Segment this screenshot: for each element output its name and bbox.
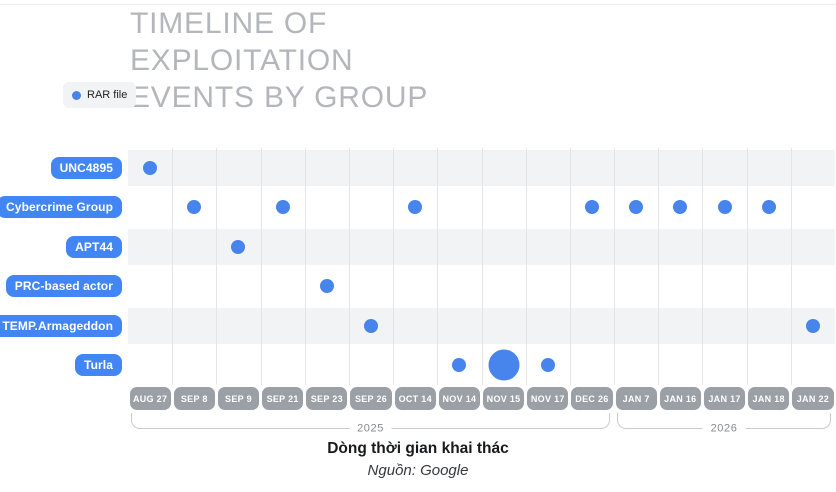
grid-column-line bbox=[304, 148, 306, 385]
group-label-row: APT44 bbox=[0, 227, 122, 267]
event-dot bbox=[231, 239, 246, 254]
event-dot bbox=[452, 358, 467, 373]
date-label-pill: JAN 18 bbox=[748, 387, 790, 410]
grid-column-line bbox=[172, 148, 174, 385]
group-label-pill: TEMP.Armageddon bbox=[0, 314, 122, 337]
year-label: 2025 bbox=[349, 422, 392, 435]
grid-column-line bbox=[658, 148, 660, 385]
grid-column-line bbox=[746, 148, 748, 385]
date-label-pill: NOV 14 bbox=[438, 387, 480, 410]
event-dot bbox=[408, 200, 423, 215]
event-dot bbox=[319, 279, 334, 294]
event-dot bbox=[805, 318, 820, 333]
event-dot bbox=[275, 200, 290, 215]
chart-source: Nguồn: Google bbox=[367, 462, 469, 479]
date-label-pill: SEP 9 bbox=[217, 387, 260, 410]
event-dot bbox=[761, 200, 776, 215]
event-dot bbox=[540, 358, 555, 373]
date-label-pill: JAN 7 bbox=[615, 387, 657, 410]
legend-rar-file: RAR file bbox=[63, 82, 137, 108]
group-label-pill: UNC4895 bbox=[50, 156, 122, 179]
grid-column-line bbox=[790, 148, 792, 385]
grid-column-line bbox=[260, 148, 262, 385]
chart-title-line: EXPLOITATION bbox=[130, 44, 354, 77]
grid-column-line bbox=[702, 148, 704, 385]
group-label-row: Turla bbox=[0, 346, 122, 386]
year-label: 2026 bbox=[702, 422, 746, 435]
date-label-pill: DEC 26 bbox=[571, 387, 613, 410]
date-label-pill: JAN 16 bbox=[659, 387, 701, 410]
date-label-pill: JAN 17 bbox=[703, 387, 746, 410]
grid-column-line bbox=[348, 148, 350, 385]
event-dot bbox=[673, 200, 688, 215]
grid-column-line bbox=[569, 148, 571, 385]
top-divider bbox=[0, 4, 836, 5]
date-label-pill: OCT 14 bbox=[394, 387, 436, 410]
grid-column-line bbox=[481, 148, 483, 385]
event-dot bbox=[488, 349, 520, 381]
grid-column-line bbox=[525, 148, 527, 385]
chart-title-line: TIMELINE OF bbox=[130, 7, 328, 40]
group-label-row: UNC4895 bbox=[0, 148, 122, 188]
group-label-pill: PRC-based actor bbox=[5, 275, 122, 298]
chart-caption: Dòng thời gian khai thác bbox=[327, 440, 509, 457]
legend-dot-icon bbox=[72, 90, 81, 100]
event-dot bbox=[584, 200, 599, 215]
date-label-pill: JAN 22 bbox=[792, 387, 834, 410]
group-label-row: Cybercrime Group bbox=[0, 188, 122, 228]
group-label-pill: Cybercrime Group bbox=[0, 196, 122, 219]
chart-title: TIMELINE OF EXPLOITATION EVENTS BY GROUP bbox=[130, 5, 428, 116]
date-label-pill: NOV 17 bbox=[527, 387, 569, 410]
date-label-pill: AUG 27 bbox=[129, 387, 171, 410]
date-label-pill: SEP 21 bbox=[262, 387, 304, 410]
date-label-pill: NOV 15 bbox=[483, 387, 525, 410]
event-dot bbox=[143, 160, 158, 175]
date-label-pill: SEP 8 bbox=[173, 387, 215, 410]
group-label-pill: Turla bbox=[75, 354, 122, 377]
grid-column-line bbox=[216, 148, 218, 385]
year-bracket: 2026 bbox=[617, 413, 831, 435]
year-bracket: 2025 bbox=[131, 413, 611, 435]
group-labels: UNC4895 Cybercrime Group APT44 PRC-based ac… bbox=[0, 148, 122, 385]
event-dot bbox=[364, 318, 379, 333]
grid-column-line bbox=[437, 148, 439, 385]
legend-label: RAR file bbox=[87, 89, 128, 101]
plot-grid bbox=[128, 148, 835, 385]
date-label-pill: SEP 23 bbox=[306, 387, 348, 410]
group-label-pill: APT44 bbox=[66, 235, 122, 258]
group-label-row: PRC-based actor bbox=[0, 267, 122, 307]
group-label-row: TEMP.Armageddon bbox=[0, 306, 122, 346]
event-dot bbox=[629, 200, 644, 215]
date-axis: AUG 27 SEP 8 SEP 9 SEP 21 SEP 23 SEP 26 OCT 14… bbox=[128, 387, 835, 410]
grid-column-line bbox=[393, 148, 395, 385]
chart-title-line: EVENTS BY GROUP bbox=[130, 81, 429, 114]
grid-column-line bbox=[614, 148, 616, 385]
event-dot bbox=[187, 200, 202, 215]
event-dot bbox=[717, 200, 732, 215]
date-label-pill: SEP 26 bbox=[350, 387, 392, 410]
